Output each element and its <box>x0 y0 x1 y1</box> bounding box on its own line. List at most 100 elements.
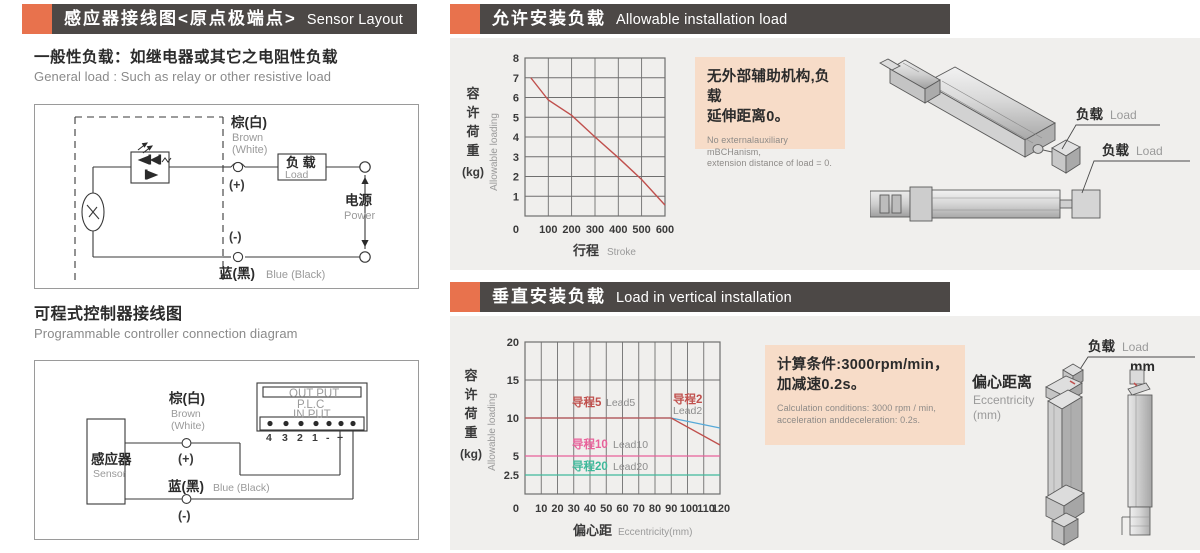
sensor-wiring-svg: 棕(白) Brown (White) (+) (-) 蓝(黑) Blue (Bl… <box>74 114 376 281</box>
svg-text:80: 80 <box>649 503 661 515</box>
actuator-load-cn-1: 负载 <box>1076 106 1104 122</box>
svg-text:200: 200 <box>562 224 580 236</box>
svg-text:2.5: 2.5 <box>504 470 519 482</box>
note2-en-line1: Calculation conditions: 3000 rpm / min, <box>777 403 936 413</box>
eccentricity-unit: (mm) <box>973 408 1001 422</box>
svg-text:6: 6 <box>513 93 519 105</box>
label-blue-en: Blue (Black) <box>266 269 325 281</box>
left-column: 感应器接线图<原点极端点> Sensor Layout 一般性负载：如继电器或其… <box>0 0 440 550</box>
actuator-top-svg: 负载 Load <box>869 58 1190 222</box>
vertical-load-cn: 负载 <box>1088 338 1116 354</box>
svg-text:10: 10 <box>507 413 519 425</box>
svg-text:(kg): (kg) <box>460 447 482 461</box>
svg-text:(kg): (kg) <box>462 165 484 179</box>
svg-text:导程5: 导程5 <box>572 395 602 409</box>
vertical-load-en: Load <box>1122 340 1149 354</box>
actuator-load-en-2: Load <box>1136 144 1163 158</box>
svg-text:5: 5 <box>513 112 519 124</box>
svg-text:15: 15 <box>507 375 519 387</box>
label-brown-cn: 棕(白) <box>230 114 267 130</box>
accent-block <box>22 4 52 34</box>
svg-text:1: 1 <box>312 432 318 444</box>
label-plc-name: P.L.C <box>297 399 324 411</box>
note1-en-line1: No externalauxiliary mBCHanism, <box>707 135 789 157</box>
actuator-vertical-iso <box>1045 363 1085 546</box>
accent-block-2 <box>450 4 480 34</box>
chart2-series-lead5 <box>525 417 721 446</box>
section-title-en-2: Allowable installation load <box>616 12 788 28</box>
label-plc-brown-cn: 棕(白) <box>168 390 205 406</box>
svg-text:Lead20: Lead20 <box>613 461 648 473</box>
right-column: 允许安装负载 Allowable installation load <box>450 0 1200 550</box>
label-minus: (-) <box>229 230 242 244</box>
header-bar-2: 允许安装负载 Allowable installation load <box>480 4 950 34</box>
section-title-en: Sensor Layout <box>306 12 403 28</box>
section-header-allowable-load: 允许安装负载 Allowable installation load <box>450 4 950 34</box>
svg-text:+: + <box>337 432 343 444</box>
svg-text:60: 60 <box>616 503 628 515</box>
svg-text:600: 600 <box>656 224 674 236</box>
general-load-title-cn: 一般性负载：如继电器或其它之电阻性负载 <box>34 49 339 66</box>
note2-en-line2: acceleration anddeceleration: 0.2s. <box>777 414 921 425</box>
label-plc-blue-cn: 蓝(黑) <box>168 478 204 494</box>
svg-text:Lead2: Lead2 <box>673 405 702 417</box>
chart1-svg: 8 7 6 5 4 3 2 1 0 100 200 300 400 500 <box>462 53 674 258</box>
svg-text:8: 8 <box>513 53 519 65</box>
eccentricity-en: Eccentricity <box>973 393 1034 407</box>
label-brown-en2: (White) <box>232 144 267 156</box>
svg-text:3: 3 <box>282 432 288 444</box>
svg-text:50: 50 <box>600 503 612 515</box>
svg-text:20: 20 <box>507 337 519 349</box>
label-plc-blue-en: Blue (Black) <box>213 482 270 494</box>
svg-text:4: 4 <box>266 432 272 444</box>
actuator-load-en-1: Load <box>1110 108 1137 122</box>
label-plc-brown-en1: Brown <box>171 408 201 420</box>
label-plc-brown-en2: (White) <box>171 420 205 432</box>
label-sensor-cn: 感应器 <box>91 451 132 467</box>
label-plc-minus: (-) <box>178 509 191 523</box>
svg-text:许: 许 <box>466 105 479 120</box>
actuator-flat <box>869 186 1101 222</box>
svg-text:3: 3 <box>513 152 519 164</box>
general-load-heading: 一般性负载：如继电器或其它之电阻性负载 General load : Such … <box>34 45 338 84</box>
svg-text:70: 70 <box>633 503 645 515</box>
label-power-cn: 电源 <box>345 192 372 208</box>
chart1-series-line <box>530 77 666 206</box>
chart2-ylabel-cn: 容 许 荷 重 (kg) <box>460 368 482 461</box>
chart2-annotations: 导程5 Lead5 导程10 Lead10 导程20 Lead20 导程2 Le… <box>572 392 702 473</box>
label-plc-plus: (+) <box>178 452 194 466</box>
chart-allowable-installation-load: 8 7 6 5 4 3 2 1 0 100 200 300 400 500 <box>455 40 690 268</box>
svg-text:0: 0 <box>513 224 519 236</box>
svg-text:Lead10: Lead10 <box>613 439 648 451</box>
section-title-cn-3: 垂直安装负载 <box>492 287 606 306</box>
svg-text:100: 100 <box>680 503 698 515</box>
section-title-cn: 感应器接线图<原点极端点> <box>64 9 297 28</box>
svg-text:导程20: 导程20 <box>572 459 608 473</box>
sensor-wiring-diagram: 棕(白) Brown (White) (+) (-) 蓝(黑) Blue (Bl… <box>34 104 419 289</box>
actuator-iso <box>879 58 1081 174</box>
general-load-title-en: General load : Such as relay or other re… <box>34 69 332 84</box>
label-out-put: OUT PUT <box>289 388 339 400</box>
svg-text:4: 4 <box>513 132 520 144</box>
actuator-load-cn-2: 负载 <box>1102 142 1130 158</box>
allowable-load-note: 无外部辅助机构,负载 延伸距离0。 No externalauxiliary m… <box>695 57 845 168</box>
label-brown-en1: Brown <box>232 132 263 144</box>
vertical-load-note: 计算条件:3000rpm/min， 加减速0.2s。 Calculation c… <box>765 345 965 445</box>
plc-wiring-diagram: 感应器 Sensor 棕(白) Brown (White) (+) 蓝(黑) B… <box>34 360 419 540</box>
note1-en-line2: extension distance of load = 0. <box>707 158 832 168</box>
chart2-xlabel-en: Eccentricity(mm) <box>618 527 692 538</box>
svg-text:1: 1 <box>513 191 519 203</box>
actuator-illustration-horizontal: 负载 Load <box>869 45 1200 260</box>
header-bar-3: 垂直安装负载 Load in vertical installation <box>480 282 950 312</box>
chart1-ylabel-en: Allowable loading <box>489 113 500 191</box>
header-bar: 感应器接线图<原点极端点> Sensor Layout <box>52 4 417 34</box>
section-header-vertical-load: 垂直安装负载 Load in vertical installation <box>450 282 950 312</box>
chart1-xlabel-en: Stroke <box>607 247 636 258</box>
svg-text:40: 40 <box>584 503 596 515</box>
label-blue-cn: 蓝(黑) <box>219 265 255 281</box>
label-load-cn: 负 载 <box>286 155 316 170</box>
svg-text:0: 0 <box>513 503 519 515</box>
label-load-en: Load <box>285 169 309 181</box>
svg-text:90: 90 <box>665 503 677 515</box>
